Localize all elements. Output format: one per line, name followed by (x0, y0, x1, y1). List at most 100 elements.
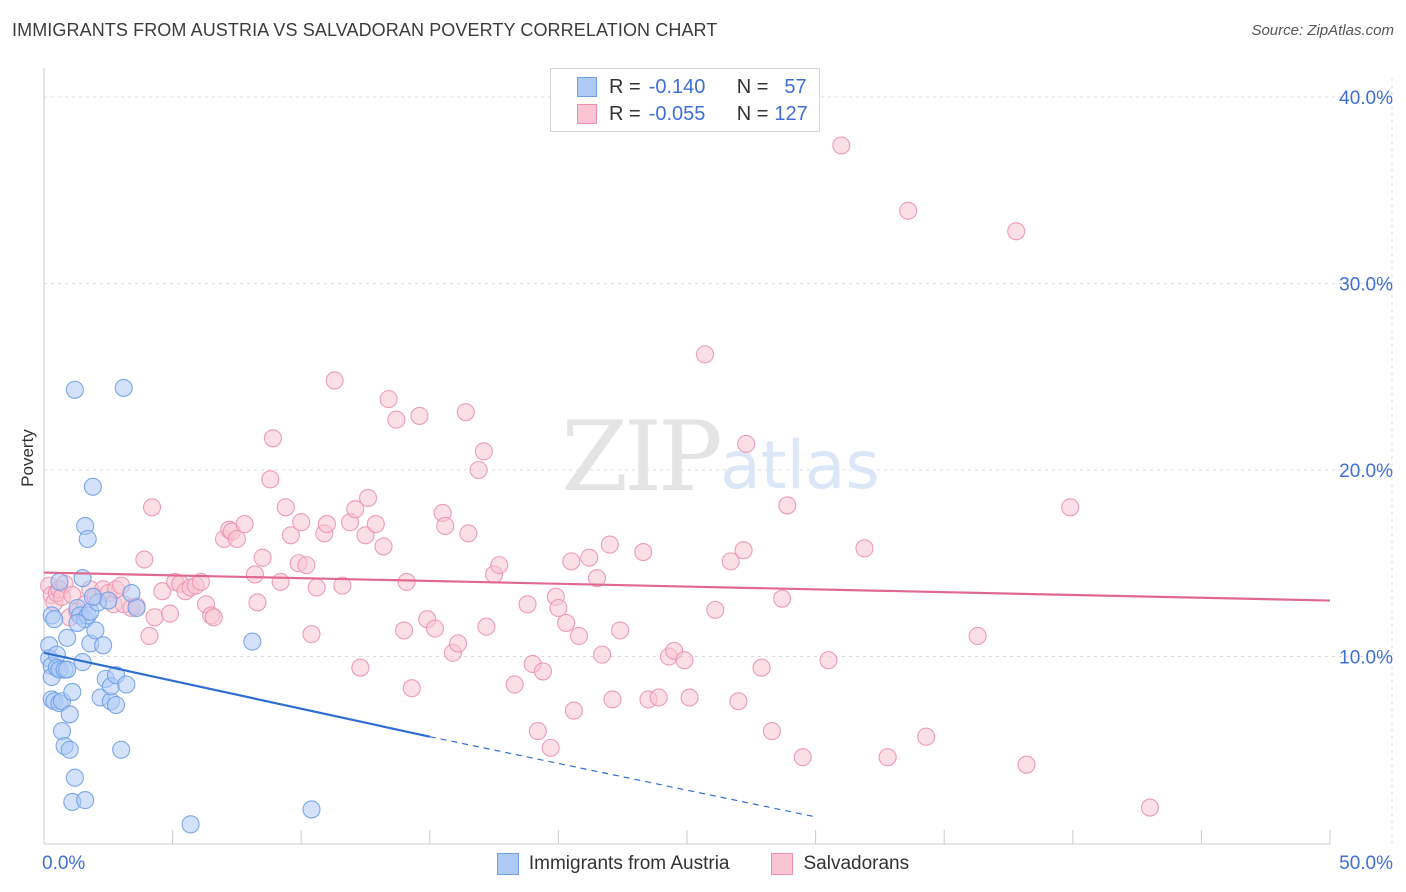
trend-lines (43, 571, 1331, 818)
data-point (793, 748, 812, 767)
series-legend-salvadorans[interactable]: Salvadorans (771, 853, 909, 875)
y-tick-label: 10.0% (1339, 648, 1393, 669)
y-tick-label: 40.0% (1339, 88, 1393, 109)
data-point (1061, 498, 1080, 517)
data-point (65, 768, 84, 787)
data-point (261, 470, 280, 489)
data-point (281, 526, 300, 545)
data-point (395, 621, 414, 640)
series-swatch-salvadorans (771, 853, 794, 875)
data-point (302, 625, 321, 644)
data-point (45, 610, 64, 629)
source-label: Source: ZipAtlas.com (1251, 22, 1394, 39)
data-point (78, 529, 97, 549)
data-point (50, 572, 69, 591)
data-point (762, 722, 781, 741)
data-point (160, 604, 180, 623)
data-point (145, 608, 164, 627)
legend-n-value: 127 (774, 102, 808, 125)
data-point (379, 390, 398, 409)
data-point (227, 529, 246, 549)
data-point (245, 565, 264, 584)
series-swatch-austria (496, 853, 519, 875)
data-point (734, 541, 753, 560)
data-point (721, 552, 740, 571)
data-point (1140, 798, 1160, 817)
data-point (60, 740, 79, 759)
legend-n-label: N = (736, 75, 769, 98)
trend-line-salvadorans (43, 571, 1331, 602)
data-point (387, 410, 406, 429)
data-point (235, 515, 254, 534)
data-point (832, 136, 851, 155)
series-label-salvadorans: Salvadorans (803, 853, 910, 874)
data-point (410, 406, 429, 425)
data-point (899, 201, 918, 220)
data-point (366, 515, 385, 534)
data-point (58, 628, 77, 647)
data-point (112, 740, 131, 759)
data-point (425, 619, 444, 638)
data-point (297, 556, 316, 575)
data-point (675, 651, 694, 670)
data-point (397, 572, 416, 591)
trend-line-austria (43, 651, 431, 738)
data-point (562, 552, 581, 571)
data-point (569, 626, 589, 646)
data-point (248, 593, 267, 612)
data-point (86, 621, 105, 640)
data-point (351, 658, 370, 677)
data-point (356, 526, 375, 545)
watermark-zip: ZIP (561, 401, 720, 513)
data-point (317, 515, 336, 534)
data-point (600, 535, 619, 554)
data-point (564, 701, 583, 720)
data-point (456, 403, 475, 422)
data-point (541, 738, 560, 757)
x-tick-label-max: 50.0% (1339, 853, 1393, 874)
legend-r-label: R = (609, 75, 641, 98)
data-point (114, 378, 133, 397)
data-point (549, 598, 568, 618)
data-point (52, 722, 72, 741)
data-point (117, 675, 136, 694)
data-point (855, 539, 874, 558)
data-point (135, 550, 154, 569)
data-point (63, 682, 82, 701)
data-point (505, 675, 524, 694)
data-point (1017, 755, 1036, 774)
data-point (706, 600, 725, 619)
legend-n-label: N = (736, 102, 769, 125)
data-point (153, 582, 172, 601)
data-point (819, 651, 838, 670)
data-point (346, 500, 365, 519)
stats-legend: R = -0.140 N = 57 R = -0.055 N = 127 (550, 68, 820, 132)
data-point (191, 572, 210, 591)
data-point (878, 748, 897, 767)
data-point (204, 608, 223, 627)
legend-n-value: 57 (784, 75, 807, 98)
data-point (65, 380, 84, 399)
data-point (83, 587, 102, 606)
data-point (181, 815, 200, 834)
legend-r-value: -0.055 (648, 102, 706, 125)
data-point (587, 569, 607, 588)
data-point (1007, 222, 1026, 241)
series-label-austria: Immigrants from Austria (528, 853, 730, 874)
data-point (333, 576, 352, 595)
legend-swatch-austria (577, 77, 597, 97)
x-tick-label-min: 0.0% (42, 853, 85, 874)
data-point (94, 636, 113, 655)
data-point (603, 690, 622, 709)
data-point (729, 692, 748, 711)
data-point (634, 543, 653, 562)
data-point (243, 632, 262, 651)
data-point (292, 513, 311, 532)
data-point (469, 460, 488, 480)
data-point (490, 556, 509, 575)
data-point (68, 613, 87, 632)
data-point (263, 429, 282, 448)
legend-swatch-salvadorans (577, 104, 597, 124)
series-legend-austria[interactable]: Immigrants from Austria (496, 853, 730, 875)
